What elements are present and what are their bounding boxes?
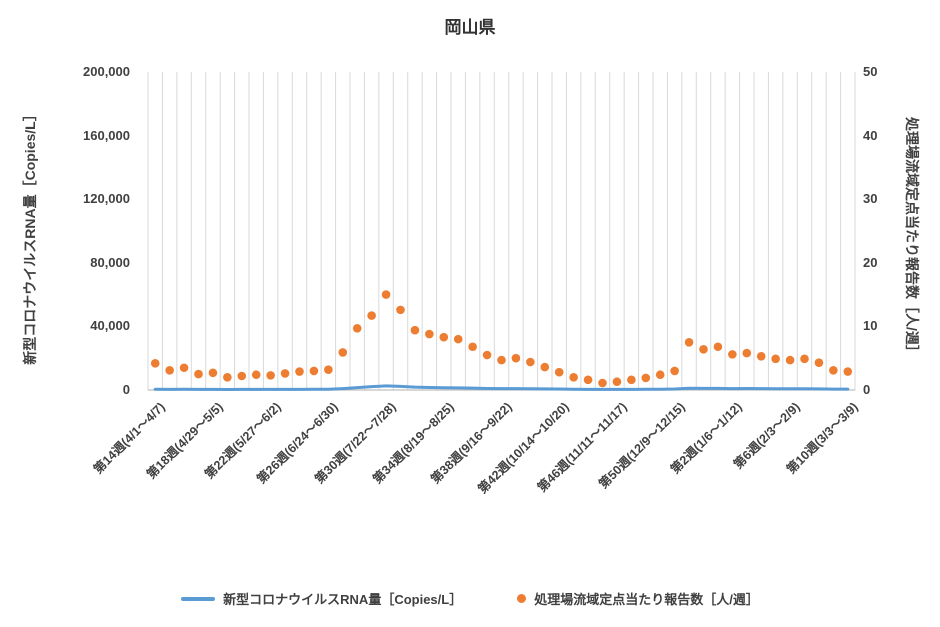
rna-line-series — [153, 384, 850, 391]
report-dot — [742, 348, 752, 358]
report-dot — [771, 354, 780, 364]
report-dot — [165, 365, 174, 375]
report-dot — [208, 368, 218, 378]
left-axis-tick-label: 160,000 — [83, 127, 130, 143]
report-dot — [280, 369, 290, 378]
left-axis-tick-label: 0 — [122, 382, 130, 397]
report-dot — [511, 353, 521, 363]
right-axis-tick-label: 40 — [863, 127, 878, 143]
left-axis-tick-label: 80,000 — [90, 254, 130, 270]
report-dot — [627, 375, 636, 385]
left-axis-tick-label: 40,000 — [90, 318, 130, 334]
report-dot — [367, 311, 376, 320]
report-dot — [396, 305, 405, 315]
report-dot — [381, 290, 391, 299]
legend-item-reports: 処理場流域定点当たり報告数［人/週］ — [517, 589, 759, 608]
report-dot — [540, 362, 550, 372]
report-dot — [785, 355, 795, 365]
report-dot — [223, 372, 232, 382]
report-dot — [569, 372, 578, 382]
legend-line-marker-icon — [181, 596, 216, 601]
report-dot — [425, 329, 434, 339]
report-dot — [655, 370, 665, 380]
report-dot — [309, 366, 319, 376]
right-axis-tick-label: 50 — [863, 64, 878, 79]
report-dot — [756, 351, 766, 361]
chart-title: 岡山県 — [444, 18, 496, 37]
report-dot — [237, 371, 247, 381]
legend-dot-marker-icon — [517, 594, 527, 603]
report-dot — [179, 363, 189, 373]
right-axis-tick-label: 10 — [863, 318, 878, 334]
report-dot — [468, 342, 477, 352]
report-dot — [352, 324, 362, 333]
report-dot — [684, 338, 694, 347]
report-dot — [641, 373, 651, 383]
report-dot — [338, 348, 348, 357]
report-dot — [194, 369, 203, 379]
legend-item-rna: 新型コロナウイルスRNA量［Copies/L］ — [181, 589, 462, 608]
report-dot — [554, 367, 564, 377]
right-axis-tick-label: 30 — [863, 191, 878, 207]
legend: 新型コロナウイルスRNA量［Copies/L］ 処理場流域定点当たり報告数［人/… — [0, 589, 940, 608]
right-axis-tick-label: 20 — [863, 254, 878, 270]
legend-label-reports: 処理場流域定点当たり報告数［人/週］ — [534, 592, 759, 607]
report-dot — [439, 332, 449, 342]
left-axis-tick-label: 200,000 — [83, 64, 130, 79]
report-dot — [266, 371, 275, 380]
report-dot — [800, 354, 809, 364]
report-dot — [453, 334, 463, 344]
report-dot — [583, 375, 593, 385]
report-dot — [699, 344, 708, 354]
report-dot — [410, 325, 420, 335]
right-axis-tick-label: 0 — [863, 382, 871, 397]
report-dot — [843, 367, 853, 376]
report-dot — [295, 367, 304, 376]
left-axis-tick-label: 120,000 — [83, 191, 130, 207]
report-dot — [526, 357, 535, 367]
report-dot — [251, 370, 261, 380]
report-dot — [324, 365, 333, 374]
legend-label-rna: 新型コロナウイルスRNA量［Copies/L］ — [223, 592, 463, 607]
report-dot — [612, 377, 622, 387]
report-dot — [670, 366, 679, 376]
report-dot — [829, 365, 838, 375]
report-dot — [728, 350, 737, 359]
report-dot — [713, 342, 723, 352]
report-dot — [150, 358, 160, 368]
report-dot — [598, 378, 607, 388]
report-dot — [497, 355, 506, 365]
report-dot — [482, 350, 492, 360]
report-dot — [814, 358, 824, 367]
